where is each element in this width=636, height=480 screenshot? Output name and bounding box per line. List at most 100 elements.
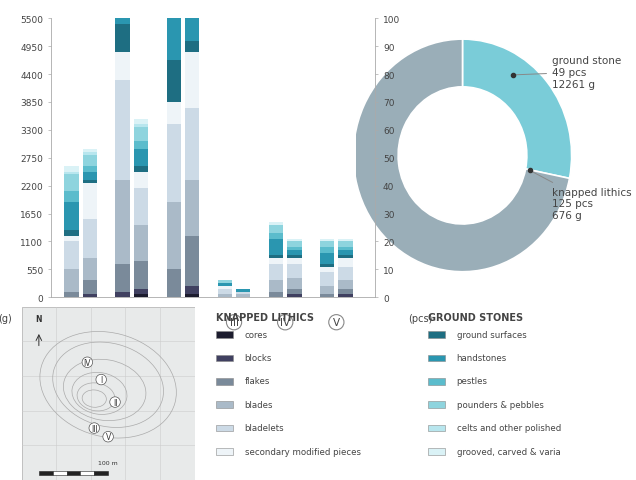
Text: III: III (230, 318, 238, 327)
Bar (320, 253, 335, 264)
Bar (287, 295, 301, 298)
Bar (287, 248, 301, 250)
Bar (287, 264, 301, 278)
FancyBboxPatch shape (216, 378, 233, 385)
Bar (64, 167, 78, 172)
Bar (83, 295, 97, 298)
Text: I: I (100, 375, 102, 384)
Bar (134, 262, 148, 289)
Bar (338, 256, 353, 259)
Wedge shape (462, 40, 572, 179)
Bar (185, 295, 199, 298)
Bar (64, 292, 78, 298)
Bar (338, 242, 353, 248)
Bar (83, 172, 97, 180)
Bar (83, 220, 97, 259)
FancyBboxPatch shape (216, 425, 233, 432)
Circle shape (399, 88, 527, 224)
Bar (67, 471, 80, 475)
Bar (185, 287, 199, 295)
Bar (64, 203, 78, 231)
Bar (134, 189, 148, 225)
FancyBboxPatch shape (429, 332, 445, 338)
Bar (185, 108, 199, 180)
Bar (320, 264, 335, 267)
Bar (94, 471, 108, 475)
Bar (287, 242, 301, 248)
Bar (287, 259, 301, 264)
Text: flakes: flakes (245, 377, 270, 385)
Bar (64, 270, 78, 292)
Bar (83, 153, 97, 156)
Bar (115, 53, 130, 81)
Bar (134, 142, 148, 150)
Bar (83, 180, 97, 183)
Bar (167, 61, 181, 103)
Text: II: II (180, 318, 186, 327)
Text: 0: 0 (78, 318, 84, 327)
Bar (218, 281, 232, 284)
Bar (167, 270, 181, 298)
Bar (236, 292, 251, 295)
Text: IV: IV (83, 358, 91, 367)
FancyBboxPatch shape (216, 332, 233, 338)
Bar (134, 289, 148, 295)
Bar (287, 250, 301, 256)
Bar (218, 287, 232, 289)
FancyBboxPatch shape (429, 402, 445, 408)
FancyBboxPatch shape (429, 355, 445, 361)
Bar (287, 256, 301, 259)
Bar (64, 242, 78, 270)
Bar (185, 0, 199, 2)
Bar (134, 167, 148, 172)
Bar (320, 242, 335, 248)
Text: secondary modified pieces: secondary modified pieces (245, 447, 361, 456)
Bar (236, 295, 251, 298)
Bar (269, 239, 283, 256)
Bar (269, 292, 283, 298)
Text: N: N (36, 314, 42, 323)
Bar (115, 292, 130, 298)
Bar (218, 289, 232, 295)
Text: pounders & pebbles: pounders & pebbles (457, 400, 543, 409)
Bar (320, 287, 335, 295)
FancyBboxPatch shape (429, 378, 445, 385)
Text: KNAPPED LITHICS: KNAPPED LITHICS (216, 312, 314, 323)
Bar (80, 471, 94, 475)
Bar (64, 175, 78, 192)
Bar (185, 41, 199, 53)
Bar (269, 234, 283, 239)
Bar (185, 53, 199, 108)
Bar (269, 281, 283, 292)
FancyBboxPatch shape (216, 355, 233, 361)
Bar (287, 239, 301, 242)
Bar (269, 222, 283, 225)
Text: (pcs): (pcs) (408, 313, 433, 323)
Text: bladelets: bladelets (245, 423, 284, 432)
Wedge shape (354, 40, 569, 272)
Text: knapped lithics
125 pcs
676 g: knapped lithics 125 pcs 676 g (532, 172, 632, 220)
Bar (115, 81, 130, 180)
Text: grooved, carved & varia: grooved, carved & varia (457, 447, 560, 456)
Bar (320, 295, 335, 298)
Bar (83, 183, 97, 220)
Bar (218, 295, 232, 298)
Bar (320, 239, 335, 242)
Bar (269, 256, 283, 259)
Bar (338, 289, 353, 295)
Text: handstones: handstones (457, 353, 507, 362)
Bar (320, 248, 335, 253)
Text: ground stone
49 pcs
12261 g: ground stone 49 pcs 12261 g (516, 56, 621, 89)
Bar (83, 259, 97, 281)
Bar (53, 471, 67, 475)
Bar (338, 295, 353, 298)
Bar (134, 150, 148, 167)
Bar (185, 236, 199, 287)
Bar (134, 172, 148, 189)
Bar (115, 25, 130, 53)
FancyBboxPatch shape (429, 425, 445, 432)
Text: IV: IV (280, 318, 290, 327)
Text: celts and other polished: celts and other polished (457, 423, 561, 432)
Bar (167, 203, 181, 270)
Bar (115, 180, 130, 264)
